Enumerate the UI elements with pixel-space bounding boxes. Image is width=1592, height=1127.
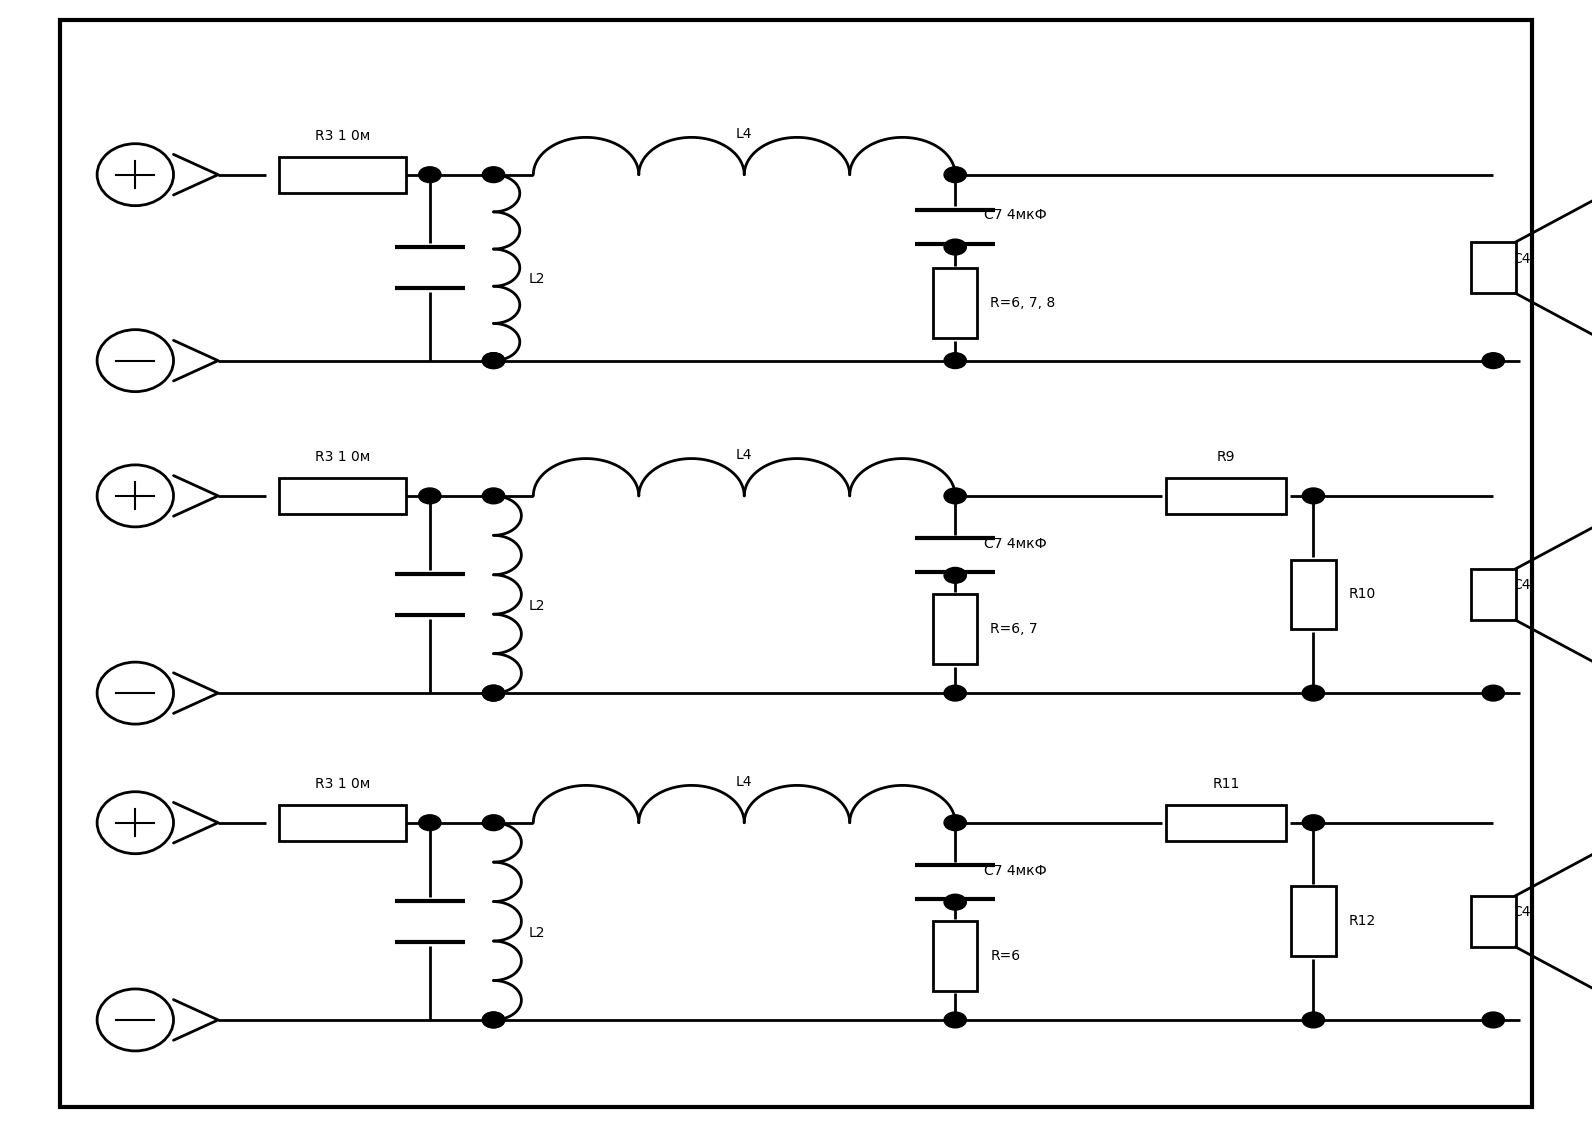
Circle shape xyxy=(944,685,966,701)
Circle shape xyxy=(1482,1012,1504,1028)
Text: L4: L4 xyxy=(736,775,753,789)
Text: С7 4мкФ: С7 4мкФ xyxy=(984,208,1046,222)
Bar xyxy=(1165,805,1286,841)
Circle shape xyxy=(944,895,966,911)
Bar xyxy=(1291,886,1336,956)
Circle shape xyxy=(419,167,441,183)
Text: R12: R12 xyxy=(1348,914,1375,929)
Circle shape xyxy=(482,1012,505,1028)
Bar xyxy=(279,157,406,193)
Bar xyxy=(1471,569,1516,620)
Text: R9: R9 xyxy=(1216,451,1235,464)
Circle shape xyxy=(1482,685,1504,701)
Circle shape xyxy=(1482,353,1504,369)
Circle shape xyxy=(482,685,505,701)
Ellipse shape xyxy=(97,663,174,725)
Circle shape xyxy=(482,167,505,183)
Bar xyxy=(1291,559,1336,629)
Circle shape xyxy=(482,815,505,831)
Text: R=6, 7, 8: R=6, 7, 8 xyxy=(990,296,1055,310)
Circle shape xyxy=(482,685,505,701)
Bar xyxy=(933,268,977,338)
Circle shape xyxy=(944,488,966,504)
Text: L2: L2 xyxy=(529,598,544,613)
Text: R3 1 0м: R3 1 0м xyxy=(315,130,369,143)
Bar xyxy=(1471,896,1516,947)
Circle shape xyxy=(1302,1012,1325,1028)
Text: R3 1 0м: R3 1 0м xyxy=(315,778,369,791)
Text: L2: L2 xyxy=(529,925,544,940)
Circle shape xyxy=(944,239,966,255)
Bar xyxy=(1471,242,1516,293)
Circle shape xyxy=(1302,488,1325,504)
Text: R=6: R=6 xyxy=(990,949,1020,964)
Bar xyxy=(1165,478,1286,514)
Circle shape xyxy=(1302,685,1325,701)
Text: L4: L4 xyxy=(736,449,753,462)
Circle shape xyxy=(1302,815,1325,831)
Circle shape xyxy=(944,353,966,369)
Circle shape xyxy=(419,488,441,504)
Ellipse shape xyxy=(97,990,174,1050)
Text: С4: С4 xyxy=(1512,251,1532,266)
Circle shape xyxy=(482,353,505,369)
Bar xyxy=(279,478,406,514)
Circle shape xyxy=(944,1012,966,1028)
Text: R11: R11 xyxy=(1212,778,1240,791)
Circle shape xyxy=(482,353,505,369)
Text: С7 4мкФ: С7 4мкФ xyxy=(984,536,1046,551)
Text: R=6, 7: R=6, 7 xyxy=(990,622,1038,637)
Circle shape xyxy=(944,567,966,584)
Circle shape xyxy=(944,815,966,831)
Text: R10: R10 xyxy=(1348,587,1375,602)
Text: R3 1 0м: R3 1 0м xyxy=(315,451,369,464)
Ellipse shape xyxy=(97,791,174,854)
Text: С4: С4 xyxy=(1512,905,1532,920)
Circle shape xyxy=(944,167,966,183)
Bar xyxy=(933,594,977,664)
Ellipse shape xyxy=(97,464,174,526)
Bar xyxy=(279,805,406,841)
Circle shape xyxy=(419,815,441,831)
Text: L2: L2 xyxy=(529,272,544,286)
Text: С7 4мкФ: С7 4мкФ xyxy=(984,863,1046,878)
Text: L4: L4 xyxy=(736,127,753,141)
Ellipse shape xyxy=(97,144,174,205)
Text: С4: С4 xyxy=(1512,578,1532,593)
Ellipse shape xyxy=(97,329,174,391)
Bar xyxy=(933,922,977,992)
Circle shape xyxy=(482,488,505,504)
Circle shape xyxy=(482,1012,505,1028)
